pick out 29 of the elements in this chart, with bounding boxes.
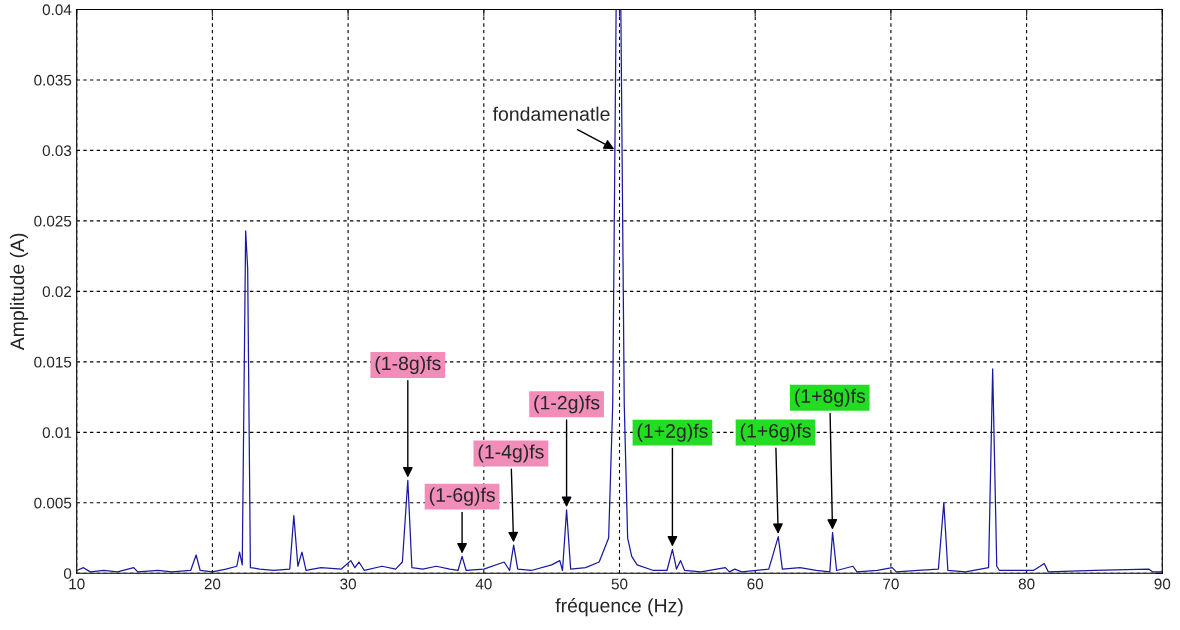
x-tick-label: 10 xyxy=(69,578,85,590)
annotation: fondamenatle xyxy=(492,106,610,121)
annotation: (1-6g)fs xyxy=(429,487,495,506)
annotation: (1-2g)fs xyxy=(534,395,600,414)
y-tick-label: 0.01 xyxy=(42,427,72,439)
x-tick-label: 50 xyxy=(611,578,628,590)
y-tick-label: 0 xyxy=(63,568,72,579)
y-tick-label: 0.035 xyxy=(34,74,72,86)
x-tick-label: 70 xyxy=(883,578,899,590)
x-tick-label: 80 xyxy=(1018,578,1035,590)
x-tick-label: 90 xyxy=(1154,578,1171,590)
line-series xyxy=(76,9,1163,573)
y-tick-label: 0.025 xyxy=(34,215,72,227)
y-axis-title: Amplitude (A) xyxy=(9,233,29,351)
y-tick-label: 0.005 xyxy=(34,497,72,509)
y-tick-label: 0.04 xyxy=(42,4,72,16)
y-tick-label: 0.02 xyxy=(42,286,72,298)
x-tick-label: 60 xyxy=(747,578,764,590)
x-tick-label: 40 xyxy=(475,578,492,590)
x-tick-label: 30 xyxy=(340,578,356,590)
y-tick-label: 0.015 xyxy=(34,356,72,368)
x-axis-title: fréquence (Hz) xyxy=(555,597,683,617)
annotation: (1+6g)fs xyxy=(740,423,811,442)
annotation: (1-4g)fs xyxy=(478,444,544,463)
x-tick-label: 20 xyxy=(204,578,221,590)
annotation: (1+8g)fs xyxy=(795,388,866,407)
annotation: (1+2g)fs xyxy=(637,423,708,442)
annotation: (1-8g)fs xyxy=(375,355,441,375)
y-tick-label: 0.03 xyxy=(42,145,72,157)
